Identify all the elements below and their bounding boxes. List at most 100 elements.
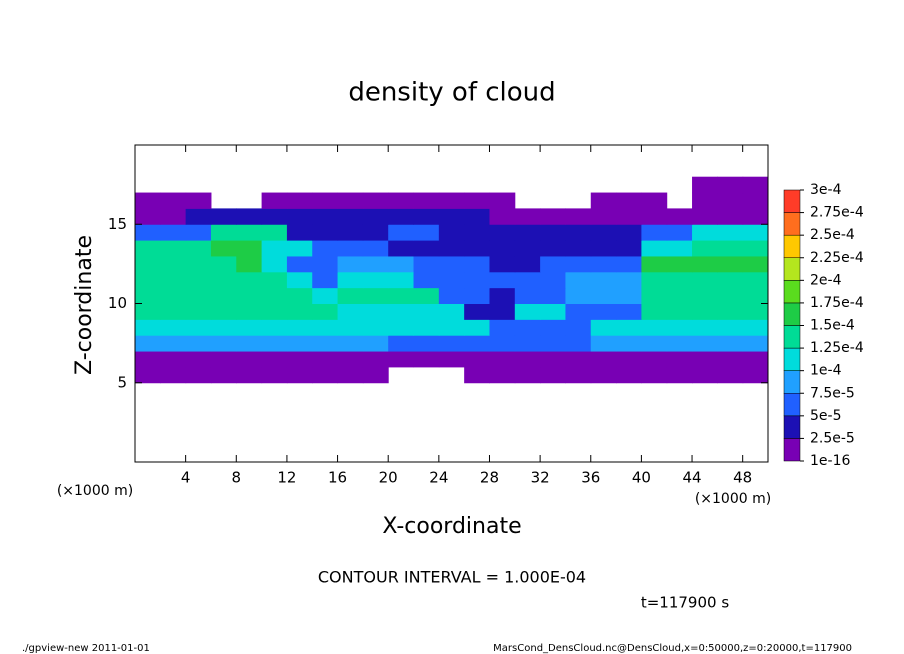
- cell: [540, 224, 566, 241]
- cell: [236, 303, 263, 320]
- cell: [337, 319, 364, 336]
- cell: [590, 192, 617, 209]
- cell: [666, 319, 693, 336]
- cell: [514, 335, 541, 352]
- cell: [692, 176, 718, 194]
- cell: [742, 303, 769, 320]
- cell: [742, 366, 769, 384]
- colorbar-box: [783, 212, 801, 236]
- x-tick-label: 32: [531, 469, 550, 487]
- cell: [261, 319, 288, 336]
- cell: [590, 240, 617, 257]
- cell: [413, 351, 440, 368]
- cell: [717, 208, 744, 225]
- cell: [514, 240, 541, 257]
- cell: [641, 319, 668, 336]
- cell: [312, 335, 339, 352]
- colorbar-label: 1e-4: [810, 363, 842, 379]
- cell: [666, 335, 693, 352]
- cell: [641, 271, 668, 289]
- x-tick-label: 40: [632, 469, 651, 487]
- cell: [312, 255, 339, 273]
- cell: [464, 224, 490, 241]
- cell: [362, 208, 389, 225]
- cell: [388, 335, 415, 352]
- cell: [210, 366, 237, 384]
- x-tick-label: 48: [733, 469, 752, 487]
- cell: [438, 192, 465, 209]
- cell: [210, 240, 237, 257]
- cell: [160, 192, 187, 209]
- cell: [337, 303, 364, 320]
- cell: [185, 319, 212, 336]
- cell: [388, 192, 415, 209]
- colorbar-label: 1.75e-4: [810, 295, 864, 311]
- cell: [692, 192, 718, 209]
- cell: [464, 271, 490, 289]
- cell: [641, 224, 668, 241]
- cell: [135, 224, 161, 241]
- cell: [489, 303, 516, 320]
- cell: [565, 255, 592, 273]
- colorbar-box: [783, 234, 801, 259]
- cell: [286, 303, 313, 320]
- cell: [160, 208, 187, 225]
- colorbar-label: 7.5e-5: [810, 385, 855, 401]
- cell: [210, 224, 237, 241]
- cell: [540, 287, 566, 304]
- cell: [742, 255, 769, 273]
- cell: [413, 287, 440, 304]
- cell: [312, 192, 339, 209]
- cell: [312, 287, 339, 304]
- cell: [692, 271, 718, 289]
- colorbar-box: [783, 347, 801, 371]
- cell: [616, 319, 642, 336]
- cell: [362, 303, 389, 320]
- cell: [286, 208, 313, 225]
- cell: [590, 303, 617, 320]
- cell: [590, 208, 617, 225]
- cell: [692, 366, 718, 384]
- cell: [135, 303, 161, 320]
- cell: [464, 335, 490, 352]
- colorbar-box: [783, 393, 801, 417]
- cell: [489, 240, 516, 257]
- cell: [362, 351, 389, 368]
- colorbar-box: [783, 257, 801, 281]
- cell: [286, 366, 313, 384]
- cell: [464, 303, 490, 320]
- cell: [489, 192, 516, 209]
- cell: [717, 366, 744, 384]
- cell: [236, 271, 263, 289]
- cell: [413, 224, 440, 241]
- cell: [362, 271, 389, 289]
- cell: [666, 287, 693, 304]
- cell: [489, 319, 516, 336]
- colorbar-label: 2.75e-4: [810, 205, 864, 221]
- cell: [185, 287, 212, 304]
- colorbar-box: [783, 370, 801, 394]
- cell: [135, 287, 161, 304]
- x-tick-label: 12: [277, 469, 296, 487]
- cell: [438, 287, 465, 304]
- cell: [388, 224, 415, 241]
- cell: [185, 208, 212, 225]
- cell: [692, 335, 718, 352]
- colorbar-label: 1.5e-4: [810, 318, 855, 334]
- colorbar-box: [783, 189, 801, 213]
- cell: [717, 224, 744, 241]
- cell: [135, 351, 161, 368]
- cell: [540, 208, 566, 225]
- cell: [717, 303, 744, 320]
- cell: [135, 319, 161, 336]
- cell: [464, 366, 490, 384]
- cell: [742, 271, 769, 289]
- cell: [565, 271, 592, 289]
- cell: [540, 351, 566, 368]
- cell: [641, 303, 668, 320]
- cell: [616, 303, 642, 320]
- cell: [362, 192, 389, 209]
- cell: [210, 319, 237, 336]
- cell: [312, 240, 339, 257]
- cell: [514, 271, 541, 289]
